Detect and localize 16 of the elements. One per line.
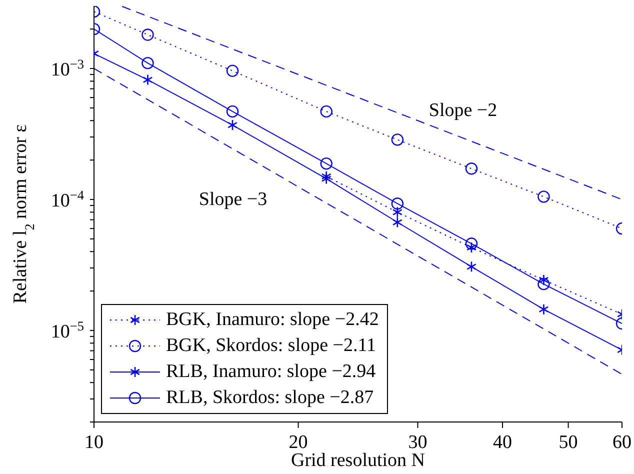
x-tick-label: 60 [612, 432, 632, 453]
y-tick-label: 10$^{−4}$ [50, 186, 84, 212]
legend-label: RLB, Inamuro: slope −2.94 [166, 361, 376, 383]
y-tick-label: 10$^{−3}$ [50, 56, 84, 80]
x-tick-label: 40 [493, 432, 512, 453]
legend-label: BGK, Skordos: slope −2.11 [166, 335, 376, 357]
annotation: Slope −2 [428, 100, 498, 121]
x-tick-label: 20 [288, 432, 308, 453]
x-tick-label: 10 [84, 432, 104, 453]
y-tick-label: 10$^{−5}$ [50, 318, 84, 342]
annotation: Slope −3 [198, 189, 268, 210]
x-axis-title: Grid resolution N [290, 450, 426, 471]
x-tick-label: 50 [558, 432, 578, 453]
legend-label: RLB, Skordos: slope −2.87 [166, 387, 374, 409]
legend-label: BGK, Inamuro: slope −2.42 [166, 309, 379, 331]
x-tick-label: 30 [408, 432, 428, 453]
